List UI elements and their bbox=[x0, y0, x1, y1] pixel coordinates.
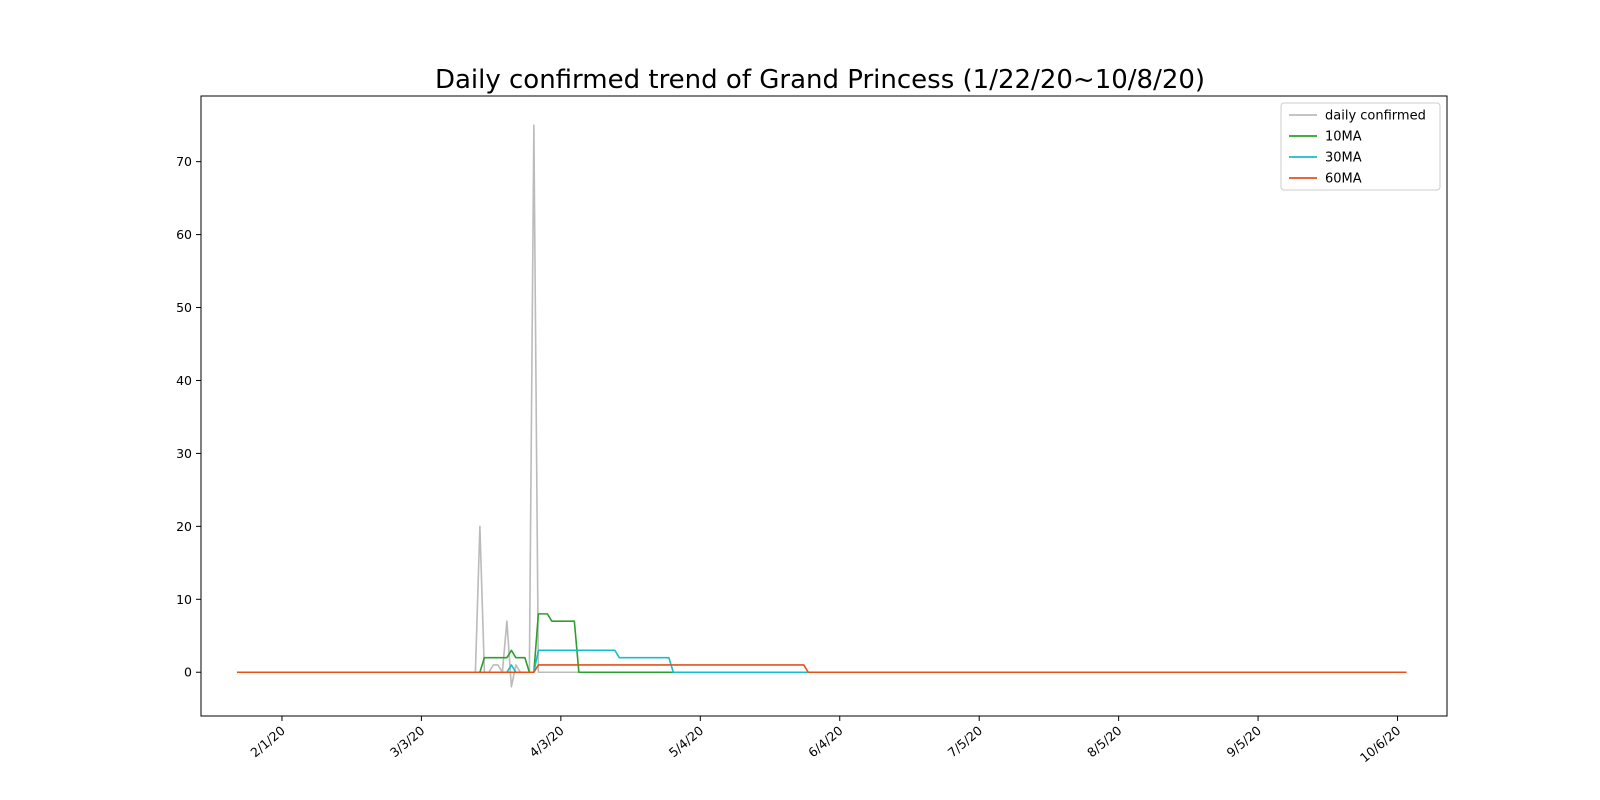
series-layer bbox=[236, 124, 1407, 688]
x-tick-label: 6/4/20 bbox=[805, 723, 845, 760]
series-line-1 bbox=[236, 124, 1407, 688]
y-axis: 0 10 20 30 40 50 60 70 bbox=[176, 154, 201, 680]
y-tick-label: 30 bbox=[176, 446, 192, 461]
x-tick-label: 4/3/20 bbox=[526, 723, 566, 760]
series-line-4 bbox=[236, 664, 1407, 674]
y-tick-label: 40 bbox=[176, 373, 192, 388]
y-tick-label: 0 bbox=[184, 665, 192, 680]
x-axis: 2/1/20 3/3/20 4/3/20 5/4/20 6/4/20 7/5/20 8/5/… bbox=[247, 716, 1403, 765]
x-tick-label: 7/5/20 bbox=[945, 723, 985, 760]
legend-label: 60MA bbox=[1325, 172, 1362, 187]
plot-frame bbox=[200, 95, 1448, 717]
legend-label: 30MA bbox=[1325, 151, 1362, 166]
x-tick-label: 9/5/20 bbox=[1224, 723, 1264, 760]
y-tick-label: 20 bbox=[176, 519, 192, 534]
x-tick-label: 5/4/20 bbox=[666, 723, 706, 760]
legend-label: 10MA bbox=[1325, 130, 1362, 145]
series-line-2 bbox=[236, 613, 1407, 674]
legend-label: daily confirmed bbox=[1325, 109, 1426, 124]
chart-title: Daily confirmed trend of Grand Princess … bbox=[435, 65, 1205, 95]
x-tick-label: 8/5/20 bbox=[1084, 723, 1124, 760]
x-tick-label: 10/6/20 bbox=[1357, 723, 1404, 765]
legend: daily confirmed 10MA 30MA 60MA bbox=[1280, 102, 1441, 191]
x-tick-label: 2/1/20 bbox=[247, 723, 287, 760]
y-tick-label: 50 bbox=[176, 300, 192, 315]
y-tick-label: 60 bbox=[176, 227, 192, 242]
series-line-3 bbox=[236, 649, 1407, 674]
y-tick-label: 70 bbox=[176, 154, 192, 169]
x-tick-label: 3/3/20 bbox=[387, 723, 427, 760]
legend-box bbox=[1280, 102, 1441, 191]
y-tick-label: 10 bbox=[176, 592, 192, 607]
